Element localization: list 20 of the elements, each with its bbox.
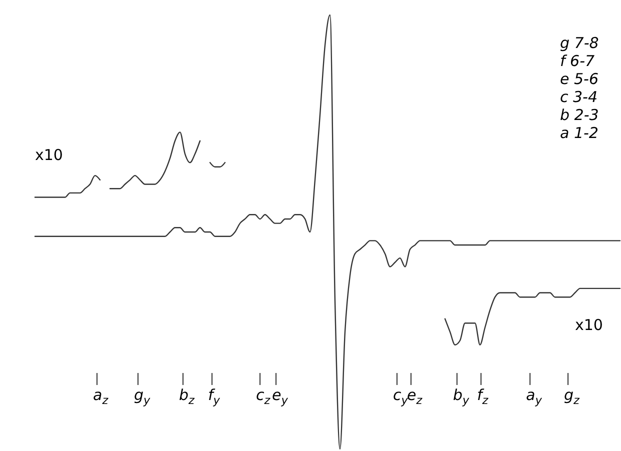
- annotation: b$_{z}$: [179, 386, 196, 408]
- annotation: c$_{z}$: [256, 386, 272, 408]
- annotation: g 7-8: [560, 34, 599, 52]
- annotation: b 2-3: [560, 106, 599, 124]
- annotation: e$_{y}$: [272, 386, 288, 408]
- annotation: x10: [35, 146, 63, 164]
- annotation: a$_{z}$: [93, 386, 110, 408]
- annotation: f 6-7: [560, 52, 596, 70]
- annotation: f$_{z}$: [477, 386, 490, 408]
- annotation: x10: [575, 316, 603, 334]
- annotation: g$_{y}$: [134, 386, 151, 408]
- annotation: e$_{z}$: [407, 386, 424, 408]
- annotation: a 1-2: [560, 124, 598, 142]
- annotation: c 3-4: [560, 88, 598, 106]
- annotation: e 5-6: [560, 70, 598, 88]
- annotation: f$_{y}$: [208, 386, 220, 408]
- annotation: a$_{y}$: [526, 386, 542, 408]
- annotation: g$_{z}$: [564, 386, 581, 408]
- annotation: c$_{y}$: [393, 386, 408, 408]
- annotation: b$_{y}$: [453, 386, 470, 408]
